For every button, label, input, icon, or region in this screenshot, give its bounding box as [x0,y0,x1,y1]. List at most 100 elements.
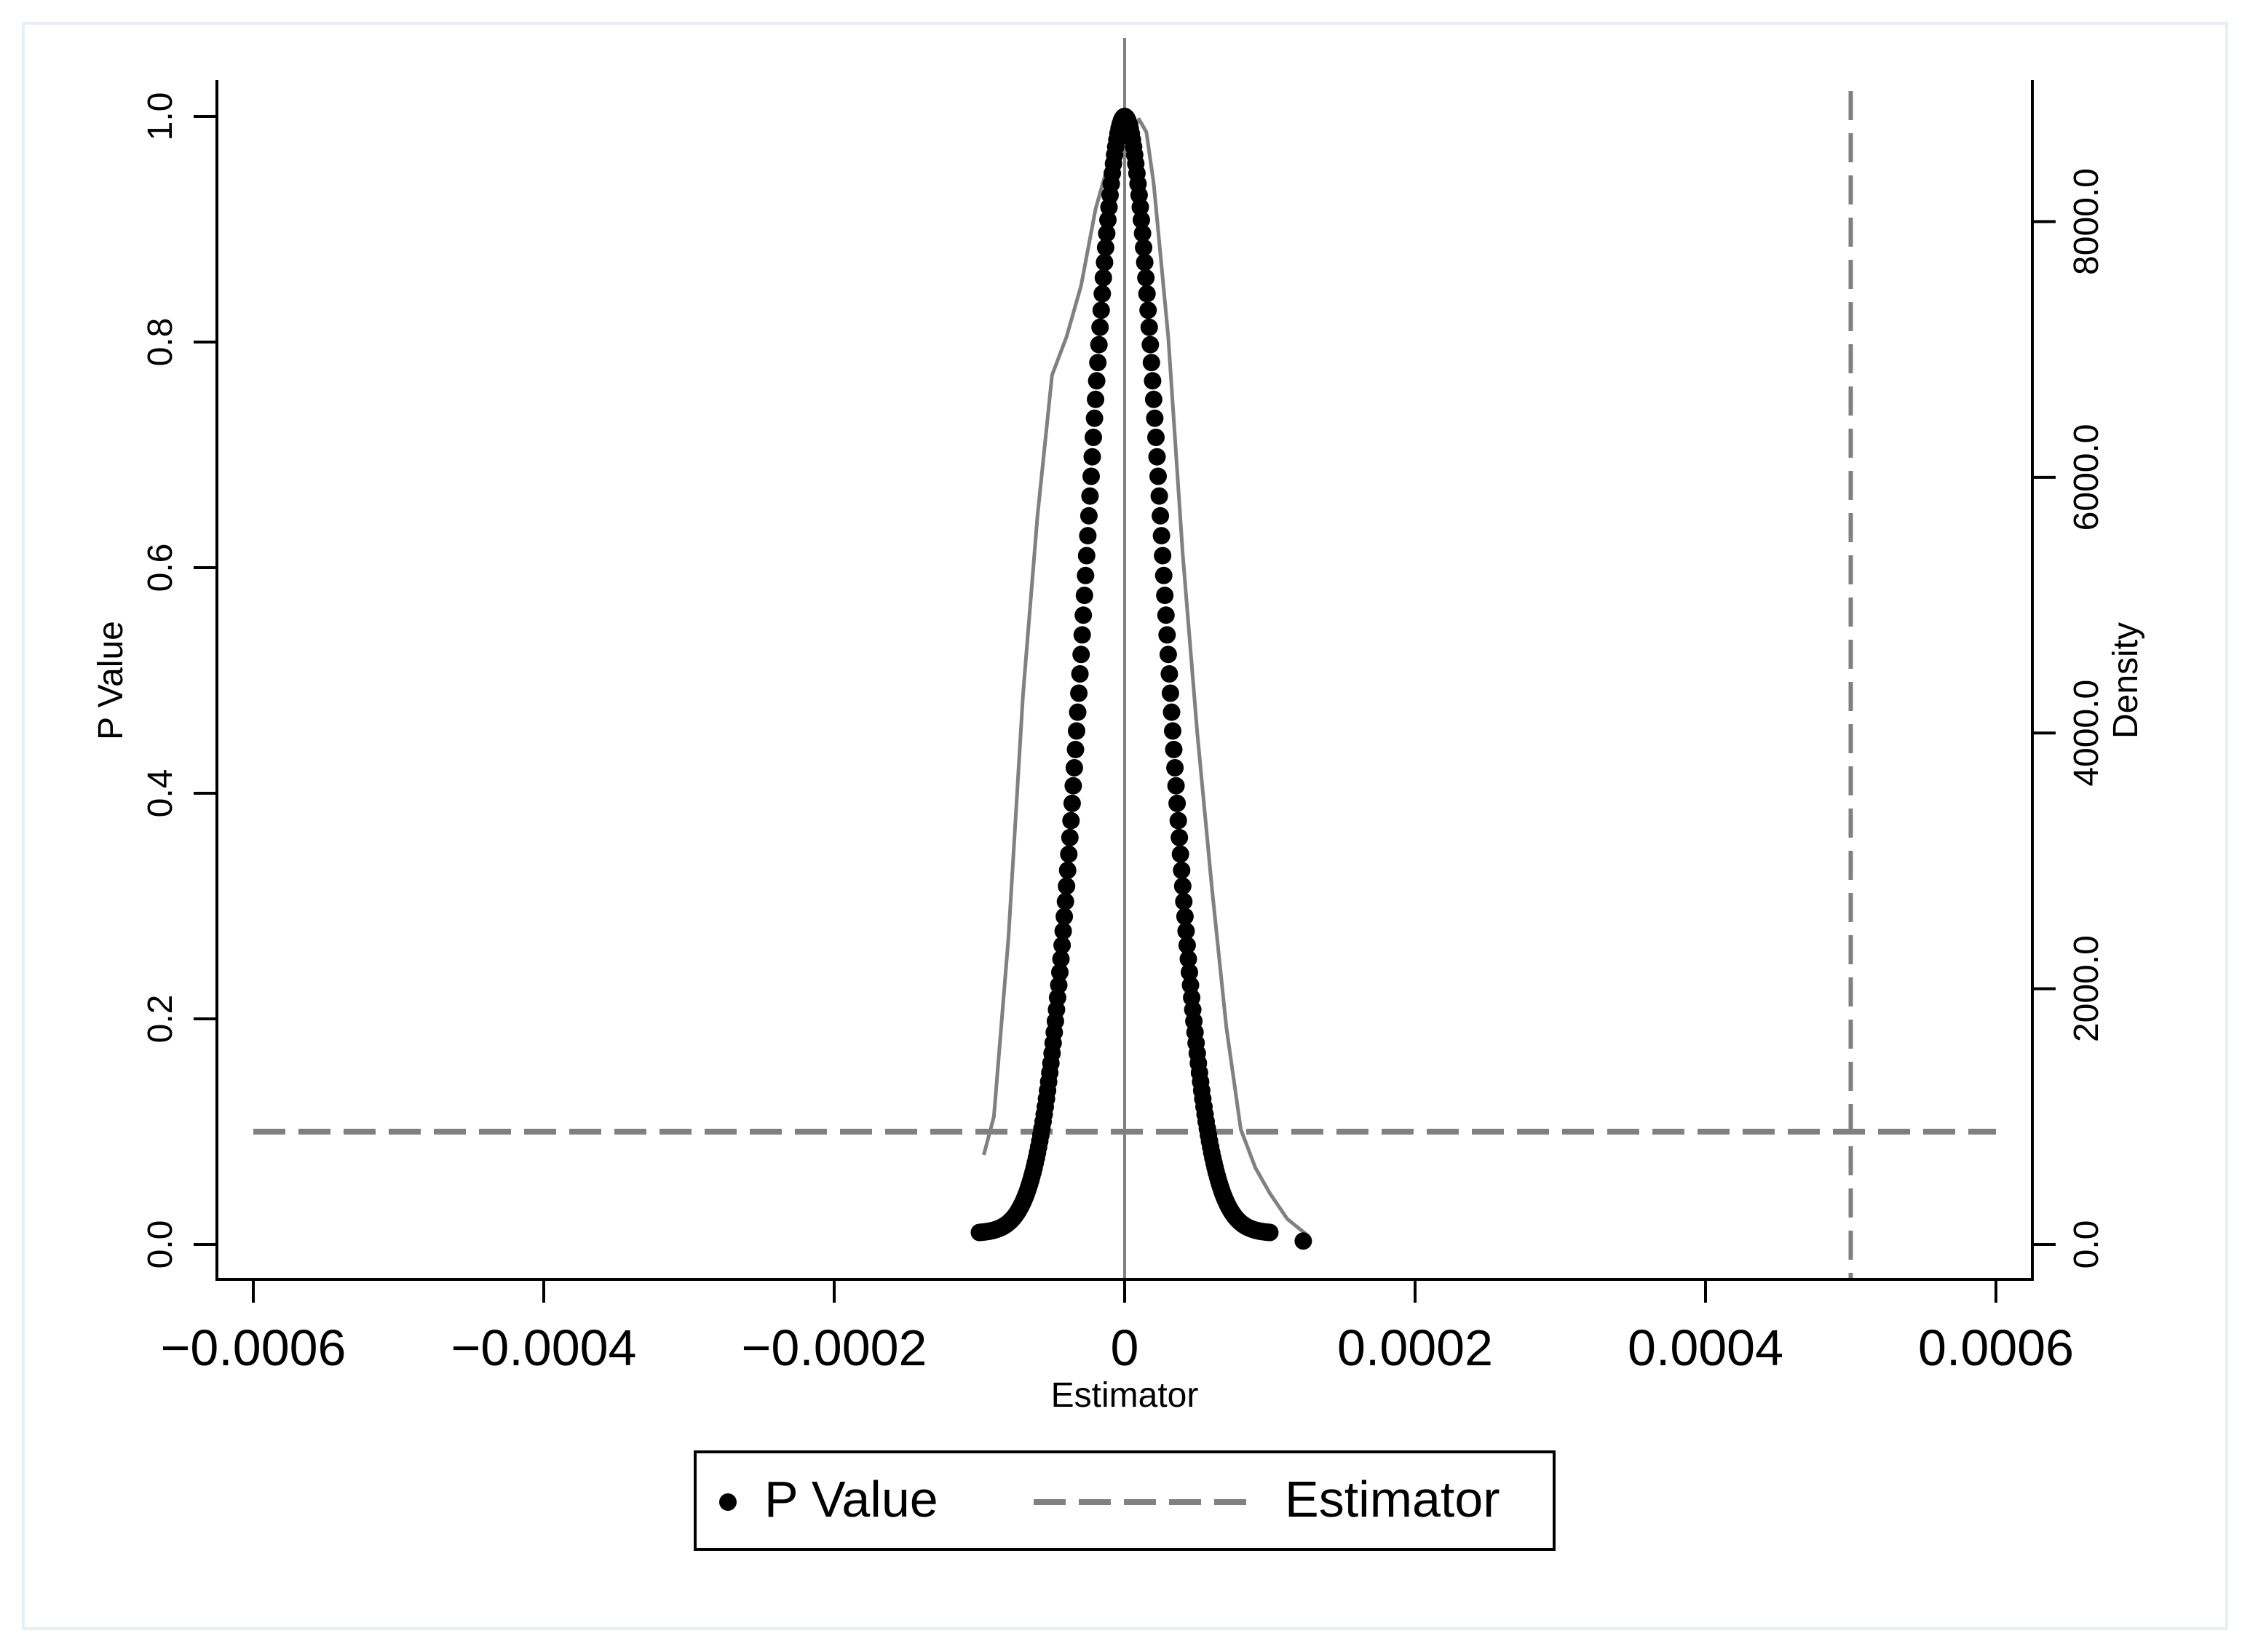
y-tick-label: 0.4 [141,769,180,818]
density-curve [982,117,1307,1236]
pvalue-point [1073,626,1091,644]
pvalue-point [1139,301,1157,319]
pvalue-point [1098,224,1116,242]
pvalue-point [1147,429,1165,446]
pvalue-point [1150,487,1168,505]
y2-tick-label: 0.0 [2067,1220,2106,1269]
pvalue-point [1079,527,1097,545]
pvalue-point [1064,777,1082,795]
y2-tick-label: 4000.0 [2067,680,2106,787]
y-ticks: 0.0 0.2 0.4 0.6 0.8 1.0 [141,92,217,1268]
pvalue-point [1149,467,1167,485]
x-axis-label: Estimator [1051,1376,1199,1415]
pvalue-point [1170,828,1189,846]
pvalue-point [1154,547,1172,565]
pvalue-point [1050,976,1068,994]
pvalue-point [1154,566,1173,584]
pvalue-point [1131,198,1149,216]
pvalue-point [1081,487,1099,505]
y2-tick-label: 6000.0 [2067,424,2106,531]
pvalue-point [1152,527,1170,545]
pvalue-point [1091,318,1109,336]
pvalue-point [1175,892,1193,910]
pvalue-point [1142,354,1160,372]
pvalue-point [1080,507,1098,525]
pvalue-point [1167,777,1185,795]
x-tick-label: 0.0004 [1628,1319,1783,1376]
pvalue-point [1141,335,1160,354]
pvalue-point [1176,908,1194,926]
pvalue-point [1068,722,1085,740]
pvalue-point [1140,318,1158,336]
legend-label-pvalue: P Value [764,1471,938,1528]
x-ticks: −0.0006 −0.0004 −0.0002 0 0.0002 0.0004 0.0006 [161,1279,2074,1376]
y-axis-label: P Value [92,621,130,740]
pvalue-point [1168,794,1187,812]
pvalue-point [1171,845,1189,863]
legend-label-estimator: Estimator [1285,1471,1500,1528]
pvalue-point [1061,828,1079,846]
pvalue-point [1088,372,1106,390]
pvalue-point [1070,684,1088,702]
pvalue-point [1060,845,1078,863]
pvalue-point [1052,950,1070,968]
pvalue-point [1063,794,1081,812]
legend: P Value Estimator [694,1450,1556,1551]
pvalue-point [1065,759,1083,777]
x-tick-label: 0.0002 [1337,1319,1493,1376]
pvalue-point [1158,626,1176,644]
pvalue-point [1137,269,1155,287]
pvalue-point [1083,448,1101,466]
pvalue-point [1069,703,1087,721]
pvalue-point [1162,703,1181,721]
pvalue-point [1159,646,1177,664]
pvalue-point [1055,908,1074,926]
x-tick-label: −0.0004 [451,1319,637,1376]
pvalue-point [1178,936,1196,954]
pvalue-point [1066,740,1085,758]
y-tick-label: 1.0 [141,92,180,141]
x-tick-label: −0.0002 [742,1319,927,1376]
pvalue-point [1085,429,1102,446]
pvalue-point [1157,606,1175,624]
pvalue-point [1051,964,1069,981]
y2-ticks: 0.0 2000.0 4000.0 6000.0 8000.0 [2032,168,2106,1268]
pvalue-point [1164,722,1181,740]
pvalue-point [1146,409,1164,427]
pvalue-point [1077,566,1095,584]
pvalue-point [1093,285,1112,303]
y2-axis-label: Density [2107,622,2145,739]
pvalue-point [1062,811,1080,830]
pvalue-point [1053,936,1071,954]
pvalue-point [1135,239,1153,257]
x-tick-label: 0 [1111,1319,1139,1376]
pvalue-point [1058,877,1076,895]
pvalue-point [1071,665,1089,683]
pvalue-points [970,108,1312,1250]
pvalue-point [1181,964,1198,981]
y-tick-label: 0.6 [141,544,180,592]
pvalue-point [1054,922,1072,940]
pvalue-point [1179,950,1197,968]
pvalue-point [1261,1223,1279,1242]
pvalue-point [1166,759,1184,777]
pvalue-point [1096,253,1114,271]
pvalue-point [1144,390,1162,408]
pvalue-point [1144,372,1162,390]
y-tick-label: 0.2 [141,995,180,1044]
pvalue-point [1169,811,1187,830]
pvalue-point [1058,861,1077,879]
pvalue-point [1089,354,1107,372]
x-tick-label: 0.0006 [1918,1319,2074,1376]
pvalue-point [1056,892,1074,910]
pvalue-point [1133,224,1152,242]
pvalue-point [1116,108,1133,125]
y2-tick-label: 2000.0 [2067,935,2106,1042]
pvalue-point [1294,1232,1312,1250]
pvalue-point [1099,211,1117,229]
pvalue-point [1173,861,1191,879]
pvalue-point [1074,606,1093,624]
pvalue-point [1133,211,1150,229]
y2-tick-label: 8000.0 [2067,168,2106,275]
